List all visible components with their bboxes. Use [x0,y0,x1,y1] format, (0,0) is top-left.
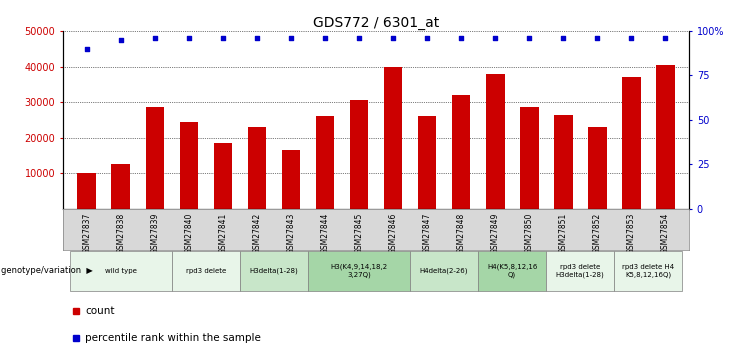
Title: GDS772 / 6301_at: GDS772 / 6301_at [313,16,439,30]
Point [523,36,535,41]
Text: H4delta(2-26): H4delta(2-26) [420,268,468,274]
Text: GSM27854: GSM27854 [661,213,670,254]
Point [489,36,501,41]
Bar [418,116,436,209]
Text: percentile rank within the sample: percentile rank within the sample [85,333,261,343]
Point [149,36,161,41]
Text: H4(K5,8,12,16
Q): H4(K5,8,12,16 Q) [487,264,537,278]
Text: genotype/variation  ▶: genotype/variation ▶ [1,266,93,275]
Text: GSM27845: GSM27845 [354,213,364,254]
Point [557,36,569,41]
Text: GSM27853: GSM27853 [627,213,636,254]
Point [659,36,671,41]
Text: GSM27843: GSM27843 [287,213,296,254]
Bar [452,95,471,209]
Text: GSM27842: GSM27842 [253,213,262,254]
Bar [656,65,674,209]
Bar [350,100,368,209]
Text: GSM27846: GSM27846 [388,213,398,254]
Text: GSM27837: GSM27837 [82,213,91,254]
Bar [308,251,410,291]
Text: GSM27849: GSM27849 [491,213,499,254]
Text: GSM27841: GSM27841 [219,213,227,254]
Point [591,36,603,41]
Text: rpd3 delete
H3delta(1-28): rpd3 delete H3delta(1-28) [556,264,605,278]
Text: GSM27839: GSM27839 [150,213,159,254]
Bar [546,251,614,291]
Text: rpd3 delete: rpd3 delete [186,268,226,274]
Point [387,36,399,41]
Point [353,36,365,41]
Bar [622,77,641,209]
Bar [78,173,96,209]
Point [455,36,467,41]
Bar [478,251,546,291]
Bar [172,251,240,291]
Text: GSM27848: GSM27848 [456,213,465,254]
Text: rpd3 delete H4
K5,8,12,16Q): rpd3 delete H4 K5,8,12,16Q) [622,264,674,278]
Bar [111,164,130,209]
Bar [410,251,478,291]
Bar [316,116,334,209]
Bar [240,251,308,291]
Text: GSM27844: GSM27844 [321,213,330,254]
Bar [145,107,165,209]
Text: GSM27838: GSM27838 [116,213,125,254]
Point [421,36,433,41]
Bar [588,127,607,209]
Bar [179,122,199,209]
Text: GSM27840: GSM27840 [185,213,193,254]
Bar [70,251,172,291]
Text: H3delta(1-28): H3delta(1-28) [250,268,299,274]
Point [319,36,331,41]
Bar [554,115,573,209]
Point [251,36,263,41]
Bar [614,251,682,291]
Text: H3(K4,9,14,18,2
3,27Q): H3(K4,9,14,18,2 3,27Q) [330,264,388,278]
Text: GSM27851: GSM27851 [559,213,568,254]
Bar [213,143,232,209]
Bar [384,67,402,209]
Bar [486,74,505,209]
Point [81,46,93,51]
Text: GSM27852: GSM27852 [593,213,602,254]
Text: count: count [85,306,114,316]
Bar [282,150,300,209]
Text: GSM27850: GSM27850 [525,213,534,254]
Text: wild type: wild type [105,268,137,274]
Point [285,36,297,41]
Point [183,36,195,41]
Bar [520,107,539,209]
Bar [247,127,266,209]
Point [217,36,229,41]
Point [625,36,637,41]
Point [115,37,127,43]
Text: GSM27847: GSM27847 [422,213,431,254]
